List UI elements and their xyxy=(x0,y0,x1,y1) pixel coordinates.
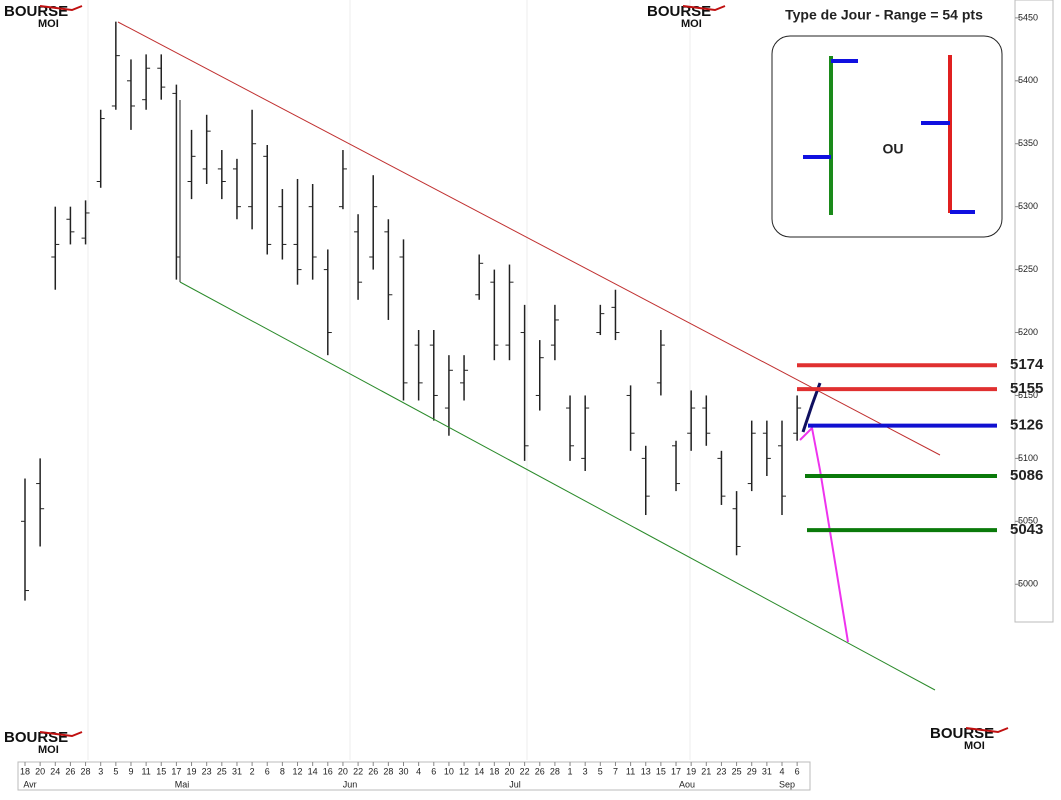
y-tick-label: 5300 xyxy=(1018,201,1038,211)
x-tick-label: 23 xyxy=(202,766,212,776)
level-label: 5086 xyxy=(1010,467,1043,484)
x-tick-label: 17 xyxy=(171,766,181,776)
x-tick-label: 17 xyxy=(671,766,681,776)
x-tick-label: 23 xyxy=(716,766,726,776)
x-tick-label: 26 xyxy=(535,766,545,776)
x-tick-label: 31 xyxy=(232,766,242,776)
x-tick-label: 20 xyxy=(504,766,514,776)
month-label: Sep xyxy=(779,779,795,789)
x-tick-label: 19 xyxy=(686,766,696,776)
y-tick-label: 5000 xyxy=(1018,579,1038,589)
x-tick-label: 6 xyxy=(795,766,800,776)
x-tick-label: 19 xyxy=(187,766,197,776)
y-tick-label: 5150 xyxy=(1018,390,1038,400)
x-tick-label: 16 xyxy=(323,766,333,776)
y-tick-label: 5350 xyxy=(1018,138,1038,148)
level-label: 5174 xyxy=(1010,356,1044,373)
level-label: 5043 xyxy=(1010,521,1043,538)
y-axis-box xyxy=(1014,0,1054,623)
x-tick-label: 28 xyxy=(550,766,560,776)
x-tick-label: 5 xyxy=(598,766,603,776)
x-tick-label: 28 xyxy=(383,766,393,776)
x-tick-label: 2 xyxy=(250,766,255,776)
level-label: 5126 xyxy=(1010,417,1043,434)
y-tick-label: 5050 xyxy=(1018,516,1038,526)
logo: BOURSE MOI BOURSE MOI BOURSE MOI BOURSE … xyxy=(4,3,1009,756)
x-tick-label: 9 xyxy=(128,766,133,776)
x-tick-label: 10 xyxy=(444,766,454,776)
x-tick-label: 11 xyxy=(141,766,150,776)
inset-box xyxy=(771,35,1003,238)
x-tick-label: 14 xyxy=(474,766,484,776)
x-tick-label: 18 xyxy=(20,766,30,776)
x-tick-label: 15 xyxy=(156,766,166,776)
x-tick-label: 4 xyxy=(416,766,421,776)
logo-text: MOI xyxy=(38,744,59,756)
x-axis-box xyxy=(17,761,811,791)
x-tick-label: 8 xyxy=(280,766,285,776)
month-label: Mai xyxy=(175,779,190,789)
x-tick-label: 20 xyxy=(35,766,45,776)
x-tick-label: 22 xyxy=(520,766,530,776)
y-tick-label: 5400 xyxy=(1018,75,1038,85)
x-tick-label: 5 xyxy=(113,766,118,776)
month-label: Avr xyxy=(23,779,36,789)
y-tick-label: 5200 xyxy=(1018,327,1038,337)
grid xyxy=(87,0,691,760)
x-tick-label: 6 xyxy=(431,766,436,776)
logo-text: MOI xyxy=(38,18,59,30)
x-tick-label: 3 xyxy=(583,766,588,776)
month-label: Aou xyxy=(679,779,695,789)
month-label: Jun xyxy=(343,779,358,789)
x-tick-label: 18 xyxy=(489,766,499,776)
y-tick-label: 5100 xyxy=(1018,453,1038,463)
x-tick-label: 3 xyxy=(98,766,103,776)
x-tick-label: 24 xyxy=(50,766,60,776)
x-tick-label: 30 xyxy=(398,766,408,776)
x-tick-label: 7 xyxy=(613,766,618,776)
x-tick-label: 12 xyxy=(459,766,469,776)
x-tick-label: 26 xyxy=(368,766,378,776)
x-tick-label: 12 xyxy=(293,766,303,776)
projection-down xyxy=(799,425,849,643)
x-tick-label: 25 xyxy=(217,766,227,776)
resistance-line xyxy=(117,21,941,456)
level-label: 5155 xyxy=(1010,380,1043,397)
y-tick-label: 5450 xyxy=(1018,12,1038,22)
x-tick-label: 11 xyxy=(626,766,635,776)
x-tick-label: 25 xyxy=(732,766,742,776)
x-tick-label: 26 xyxy=(65,766,75,776)
support-line xyxy=(179,281,936,691)
month-label: Jul xyxy=(509,779,521,789)
x-tick-label: 31 xyxy=(762,766,772,776)
x-tick-label: 22 xyxy=(353,766,363,776)
inset-title: Type de Jour - Range = 54 pts xyxy=(785,7,983,23)
x-tick-label: 28 xyxy=(81,766,91,776)
y-tick-label: 5250 xyxy=(1018,264,1038,274)
inset-illustration xyxy=(803,55,975,215)
x-tick-label: 14 xyxy=(308,766,318,776)
x-tick-label: 4 xyxy=(779,766,784,776)
x-tick-label: 15 xyxy=(656,766,666,776)
logo-text: MOI xyxy=(964,740,985,752)
x-tick-label: 1 xyxy=(568,766,573,776)
x-tick-label: 6 xyxy=(265,766,270,776)
x-tick-label: 29 xyxy=(747,766,757,776)
logo-text: MOI xyxy=(681,18,702,30)
x-tick-label: 20 xyxy=(338,766,348,776)
x-tick-label: 21 xyxy=(701,766,711,776)
x-tick-label: 13 xyxy=(641,766,651,776)
inset-or: OU xyxy=(883,141,904,157)
